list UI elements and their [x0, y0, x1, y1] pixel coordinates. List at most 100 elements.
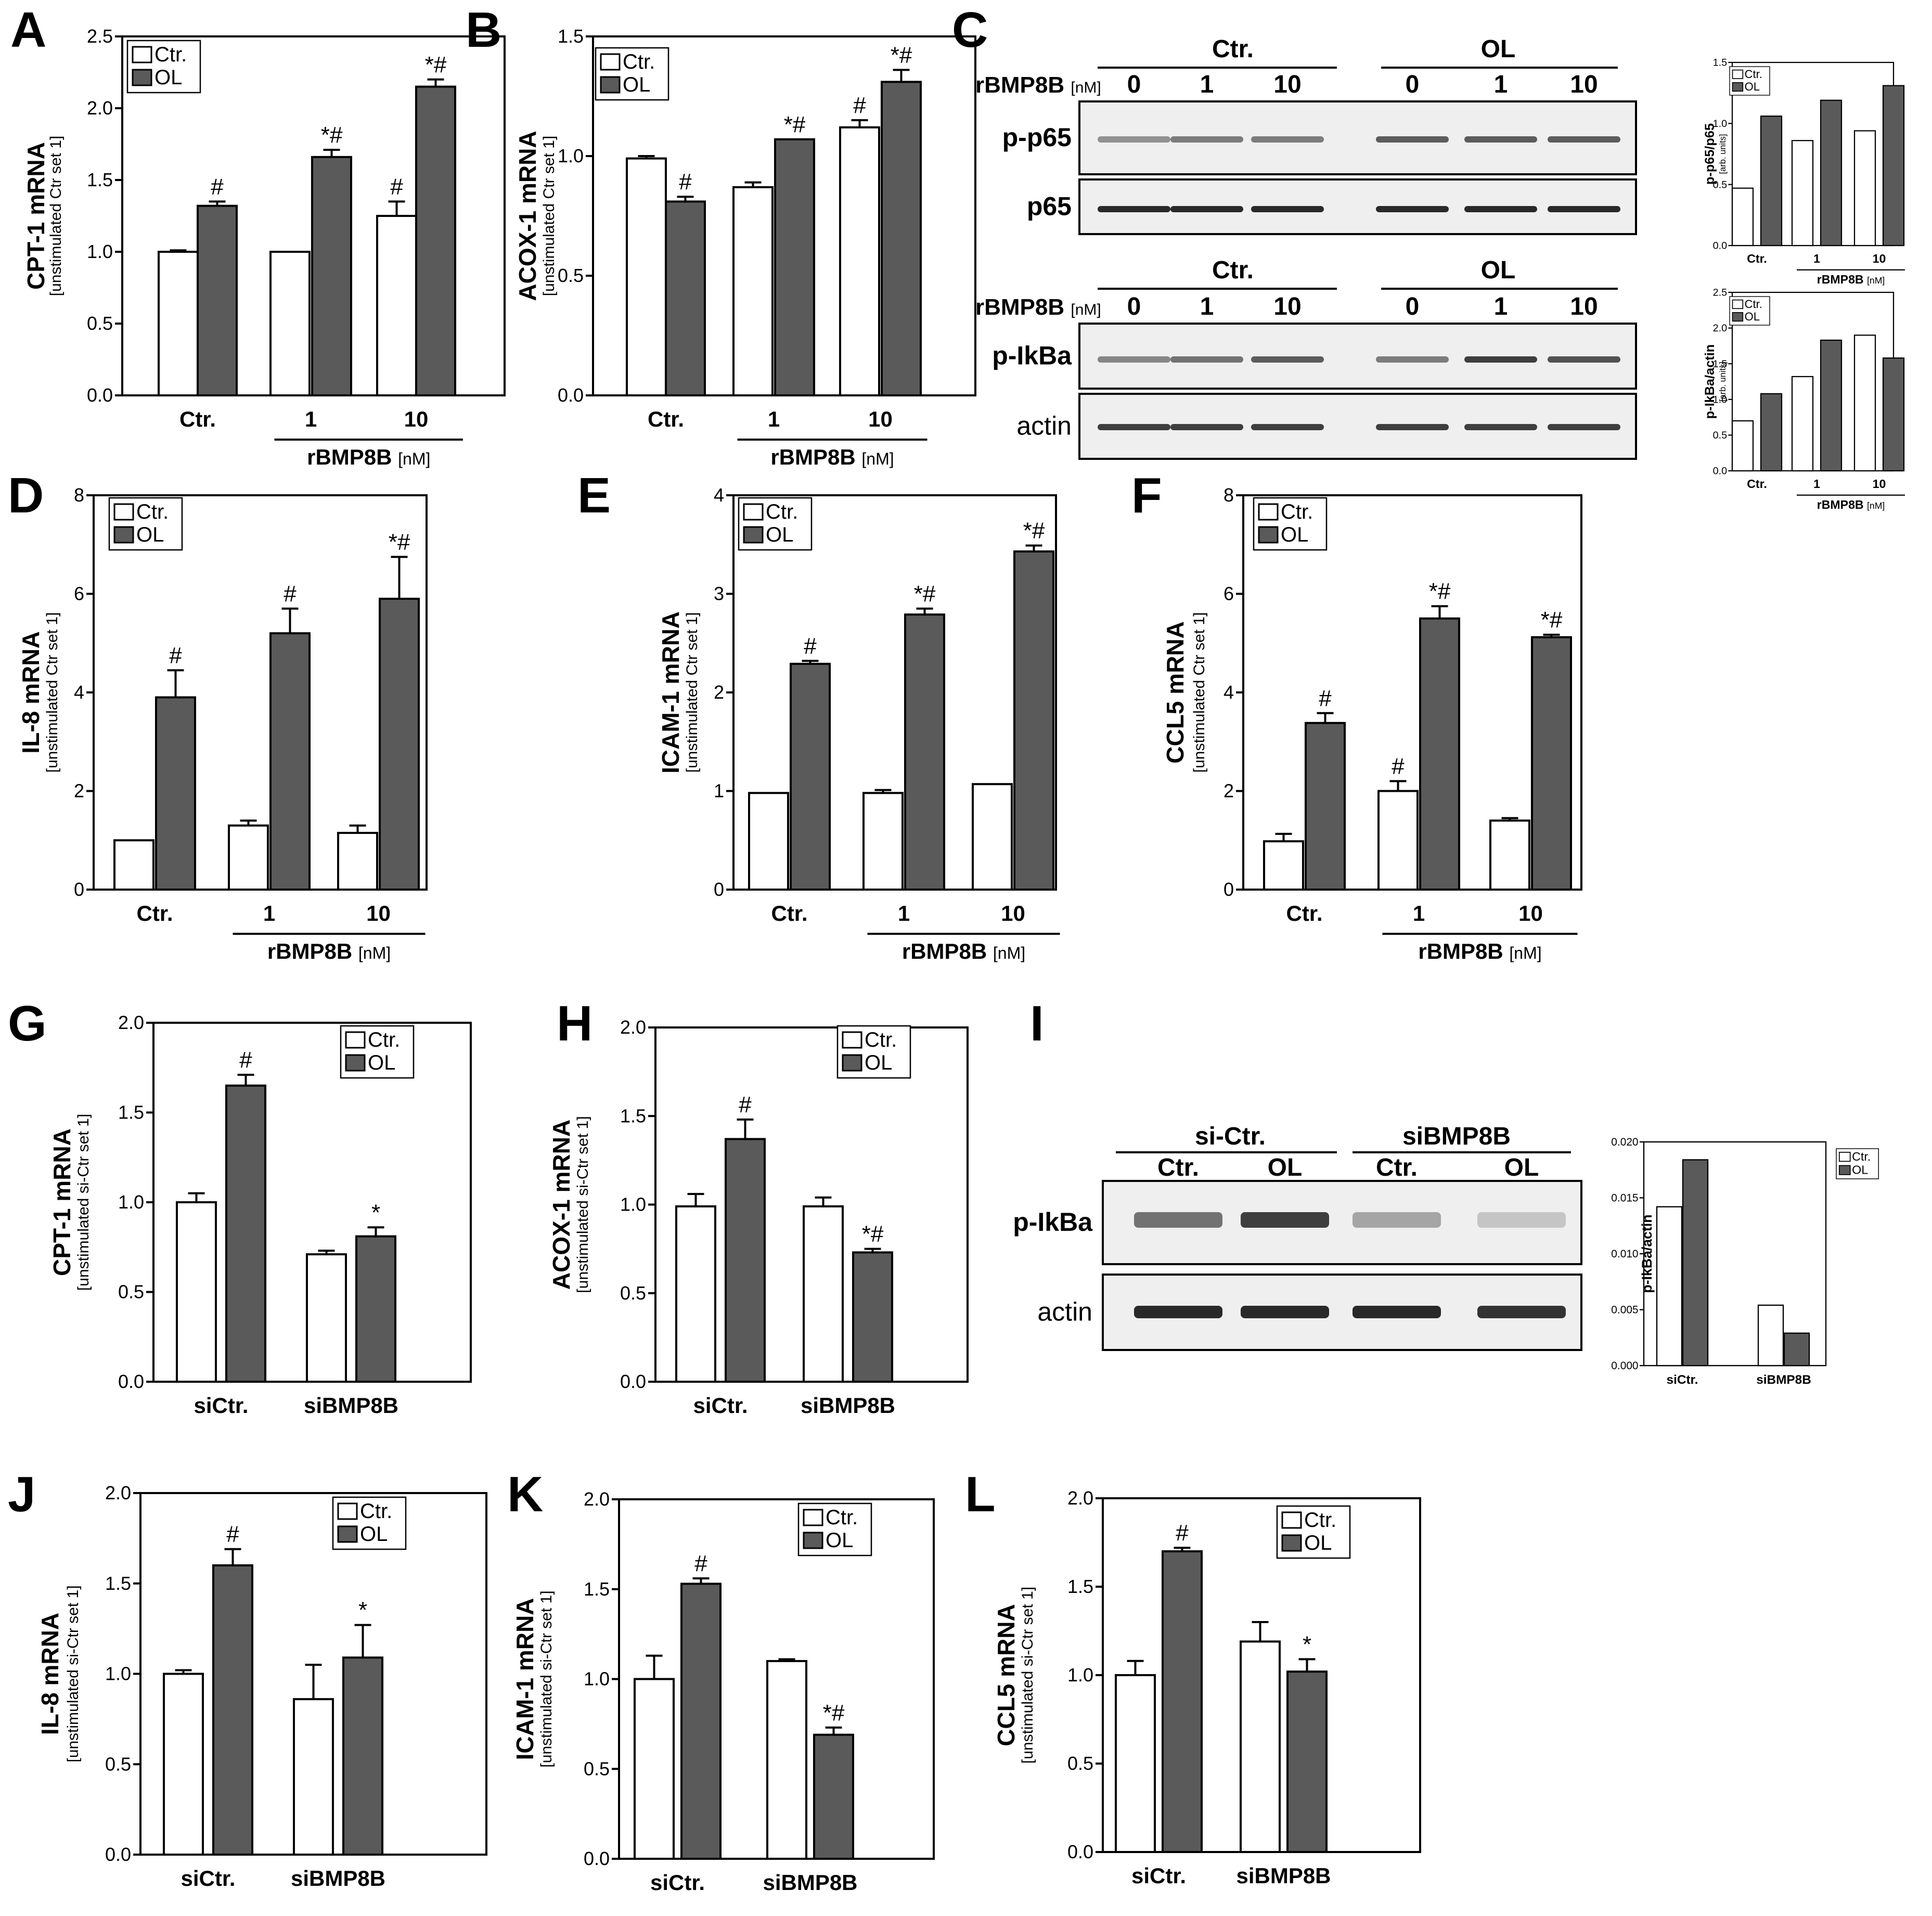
blot-band — [1098, 356, 1170, 363]
x-category-label: 1 — [768, 407, 780, 431]
blot-band — [1376, 206, 1449, 212]
y-tick-label: 1.0 — [558, 145, 584, 166]
significance-mark: *# — [1023, 518, 1045, 544]
y-axis-label: ACOX-1 mRNA — [548, 1120, 575, 1290]
significance-mark: *# — [784, 112, 806, 137]
bar-ctr-0 — [1115, 1674, 1156, 1853]
bar-ctr-1 — [803, 1205, 844, 1383]
x-category-label: Ctr. — [136, 901, 173, 925]
y-axis-label: CPT-1 mRNA — [48, 1128, 75, 1276]
legend-label-ol: OL — [766, 523, 793, 546]
y-axis-label: CCL5 mRNA — [1162, 621, 1189, 763]
significance-mark: *# — [389, 529, 410, 555]
blot-band — [1477, 1306, 1566, 1318]
legend-swatch-ol — [1281, 1534, 1302, 1552]
x-category-label: 1 — [1813, 477, 1820, 491]
y-tick-label: 0.005 — [1611, 1304, 1638, 1316]
significance-mark: # — [169, 642, 182, 668]
y-tick-label: 0.015 — [1611, 1192, 1638, 1204]
blot-lane-label: OL — [1504, 1154, 1539, 1181]
y-tick-label: 2.0 — [105, 1482, 131, 1503]
bar-ol-0 — [225, 1084, 266, 1383]
bar-ctr-2 — [376, 215, 417, 396]
y-tick-label: 2 — [1223, 780, 1234, 802]
x-group-label: rBMP8B [nM] — [1418, 939, 1541, 963]
legend-label-ol: OL — [368, 1051, 395, 1074]
y-tick-label: 1 — [714, 780, 724, 802]
y-tick-label: 1.0 — [1713, 394, 1728, 405]
bar-ol-0 — [1305, 722, 1346, 891]
x-category-label: Ctr. — [179, 407, 216, 431]
y-tick-label: 0.000 — [1611, 1360, 1638, 1372]
blot-group-ctr: Ctr. — [1212, 35, 1254, 63]
bar-ol-0 — [1682, 1159, 1709, 1367]
legend-swatch-ctr — [1732, 299, 1744, 309]
blot-row-label: p-IkBa — [1013, 1207, 1093, 1237]
legend-label-ctr: Ctr. — [1745, 68, 1762, 81]
blot-band — [1251, 136, 1324, 143]
y-tick-label: 1.0 — [620, 1194, 646, 1215]
bar-ol-0 — [155, 696, 196, 891]
bar-ctr-2 — [972, 783, 1013, 891]
blot-row-label: actin — [1037, 1297, 1092, 1327]
blot-i: si-Ctr. siBMP8B Ctr. OL Ctr. OL p-IkBa actin — [1013, 1123, 1582, 1351]
bar-ol-1 — [1286, 1670, 1328, 1853]
significance-mark: # — [804, 633, 817, 659]
y-tick-label: 2.0 — [1713, 323, 1728, 334]
y-tick-label: 0 — [74, 879, 84, 900]
bar-ol-2 — [415, 85, 456, 397]
y-axis-label: p-IkBa/actin — [1639, 1214, 1655, 1293]
y-tick-label: 0.5 — [1713, 179, 1728, 190]
x-category-label: siBMP8B — [304, 1393, 398, 1418]
blot-band — [1251, 206, 1324, 212]
legend-label-ctr: Ctr. — [136, 500, 169, 523]
significance-mark: # — [1392, 754, 1405, 779]
y-axis-label: IL-8 mRNA — [36, 1613, 63, 1735]
x-group-label: rBMP8B [nM] — [902, 939, 1025, 963]
chart-panel-g: 0.0 0.5 1.0 1.5 2.0 CPT-1 mRNA [unstimulated s… — [48, 1012, 472, 1418]
y-axis-sublabel: [unstimulated Ctr set 1] — [44, 612, 61, 773]
legend-swatch-ctr — [132, 46, 152, 63]
legend-label-ol: OL — [136, 523, 164, 546]
bar-ctr-0 — [1731, 420, 1754, 472]
bar-ol-1 — [1820, 339, 1843, 472]
x-category-label: 10 — [1518, 901, 1543, 925]
legend-label-ol: OL — [360, 1523, 388, 1546]
legend-swatch-ctr — [842, 1031, 862, 1049]
legend-label-ctr: Ctr. — [360, 1500, 392, 1523]
y-tick-label: 2 — [74, 780, 84, 802]
bar-ol-0 — [197, 204, 238, 396]
chart-panel-i: 0.0000.0050.0100.0150.020p-IkBa/actin[ar… — [1611, 1136, 1879, 1387]
bar-ol-1 — [355, 1235, 396, 1383]
x-category-label: 10 — [404, 407, 429, 431]
bar-ctr-1 — [228, 824, 269, 891]
x-group-label: rBMP8B [nM] — [770, 445, 894, 469]
y-axis-sublabel: [unstimulated Ctr set 1] — [1191, 612, 1208, 773]
chart-panel-c-bottom: 0.0 0.5 1.0 1.5 2.0 2.5 p-IkBa/actin [arb. unit… — [1703, 287, 1905, 511]
bar-ctr-1 — [766, 1660, 807, 1860]
y-axis-sublabel: [unstimulated Ctr set 1] — [540, 136, 558, 296]
legend-swatch-ctr — [337, 1502, 358, 1520]
y-tick-label: 2.0 — [620, 1017, 646, 1038]
y-axis-sublabel: [unstimulated si-Ctr set 1] — [1019, 1587, 1036, 1764]
y-tick-label: 0.0 — [1713, 466, 1728, 477]
y-tick-label: 0.5 — [558, 265, 584, 286]
y-tick-label: 0.0 — [584, 1848, 610, 1869]
y-axis-label: ACOX-1 mRNA — [514, 131, 541, 301]
blot-dose-label: 1 — [1494, 293, 1508, 320]
y-tick-label: 0.0 — [118, 1371, 144, 1392]
legend-label-ol: OL — [1745, 80, 1760, 93]
significance-mark: # — [694, 1551, 707, 1576]
y-tick-label: 0.0 — [105, 1844, 131, 1865]
blot-group-ol: OL — [1481, 256, 1516, 284]
panel-letter-h: H — [557, 996, 593, 1051]
legend-label-ctr: Ctr. — [826, 1506, 858, 1529]
y-axis-label: p-IkBa/actin — [1703, 344, 1717, 419]
significance-mark: # — [853, 93, 866, 118]
bar-ol-1 — [904, 613, 945, 891]
bar-ol-0 — [1760, 115, 1783, 247]
bar-ctr-0 — [113, 839, 154, 891]
x-group-label: rBMP8B [nM] — [1817, 273, 1885, 286]
legend-label-ol: OL — [826, 1529, 853, 1552]
blot-dose-label: 0 — [1406, 71, 1420, 98]
